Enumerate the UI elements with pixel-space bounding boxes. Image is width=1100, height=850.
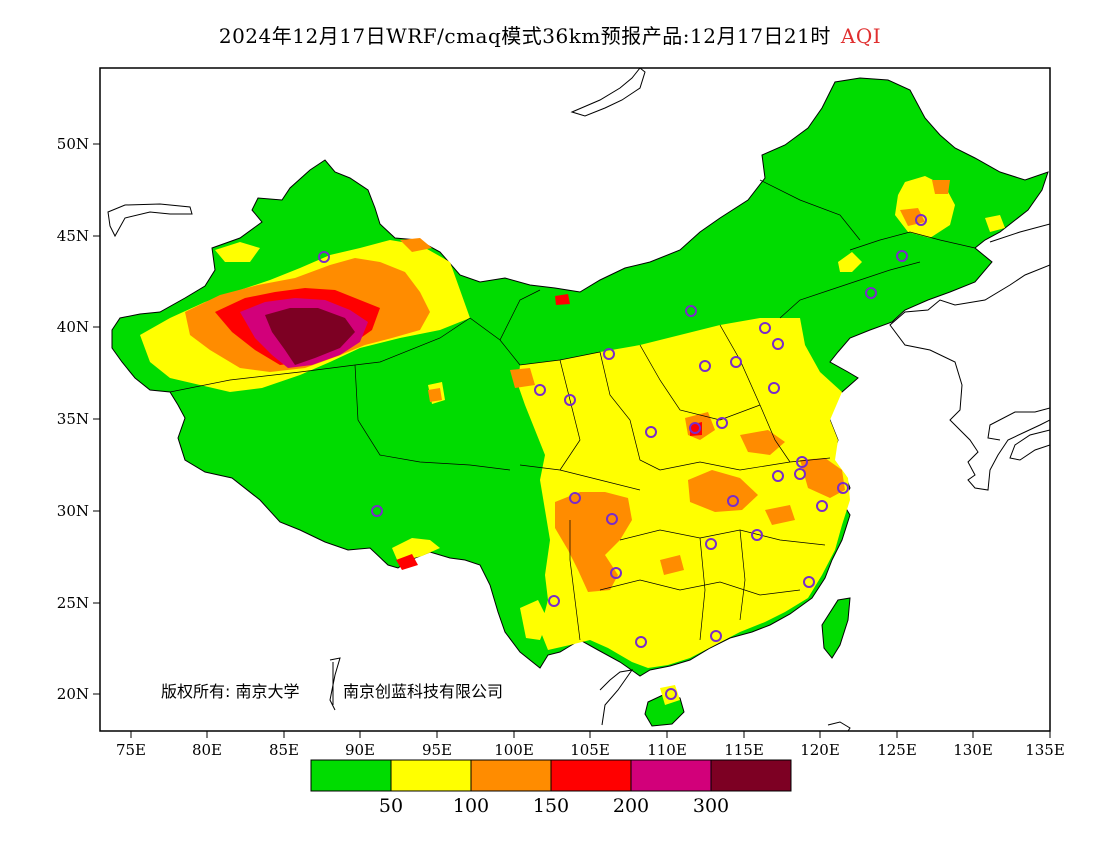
station-marker [837, 482, 849, 494]
lon-tick-label: 125E [877, 741, 917, 759]
lat-tick-label: 30N [57, 502, 89, 520]
station-marker [645, 426, 657, 438]
station-marker [635, 636, 647, 648]
lon-tick-label: 90E [345, 741, 375, 759]
station-marker [685, 305, 697, 317]
lat-tick-label: 25N [57, 594, 89, 612]
station-marker [751, 529, 763, 541]
legend-swatch-moderate [390, 759, 472, 792]
station-marker [603, 348, 615, 360]
lat-tick-label: 35N [57, 410, 89, 428]
legend-label: 300 [693, 795, 729, 817]
legend-label: 50 [379, 795, 403, 817]
map-title: 2024年12月17日WRF/cmaq模式36km预报产品:12月17日21时 A… [0, 20, 1100, 49]
station-marker [699, 360, 711, 372]
lon-tick-label: 110E [647, 741, 687, 759]
lon-tick-label: 75E [116, 741, 146, 759]
lon-tick-label: 120E [800, 741, 840, 759]
station-marker [534, 384, 546, 396]
station-markers [318, 214, 927, 700]
map-frame [99, 67, 1051, 732]
title-main: 2024年12月17日WRF/cmaq模式36km预报产品:12月17日21时 [218, 24, 831, 48]
aqi-severe-pollution-region [265, 308, 355, 365]
lon-tick-label: 85E [269, 741, 299, 759]
station-marker [689, 422, 701, 434]
legend-label: 200 [613, 795, 649, 817]
station-marker [665, 688, 677, 700]
station-marker [803, 576, 815, 588]
station-marker [796, 456, 808, 468]
legend-swatch-medium [550, 759, 632, 792]
station-marker [610, 567, 622, 579]
province-boundaries [169, 179, 976, 641]
taiwan-island [821, 597, 851, 659]
lon-tick-label: 135E [1025, 741, 1065, 759]
station-marker [716, 417, 728, 429]
latitude-labels: 20N 25N 30N 35N 40N 45N 50N [57, 135, 89, 703]
station-marker [705, 538, 717, 550]
title-metric-aqi: AQI [840, 24, 882, 48]
lat-tick-label: 50N [57, 135, 89, 153]
station-marker [564, 394, 576, 406]
station-marker [371, 505, 383, 517]
station-marker [915, 214, 927, 226]
station-marker [865, 287, 877, 299]
copyright-company: 南京创蓝科技有限公司 [343, 682, 503, 701]
latitude-axis [93, 143, 100, 695]
neighbor-coastlines [107, 68, 1050, 731]
legend-label: 150 [533, 795, 569, 817]
lon-tick-label: 130E [953, 741, 993, 759]
lat-tick-label: 45N [57, 227, 89, 245]
station-marker [772, 470, 784, 482]
station-marker [772, 338, 784, 350]
station-marker [896, 250, 908, 262]
lat-tick-label: 20N [57, 685, 89, 703]
legend-swatch-heavy [630, 759, 712, 792]
map-plot-area [100, 68, 1050, 731]
aqi-legend: 50 100 150 200 300 [310, 759, 792, 817]
copyright-prefix: 版权所有: 南京大学 [161, 682, 299, 701]
station-marker [759, 322, 771, 334]
legend-swatch-good [310, 759, 392, 792]
aqi-light-pollution-regions [185, 180, 950, 592]
station-marker [768, 382, 780, 394]
station-marker [730, 356, 742, 368]
station-marker [569, 492, 581, 504]
station-marker [727, 495, 739, 507]
lat-tick-label: 40N [57, 318, 89, 336]
station-marker [606, 513, 618, 525]
lon-tick-label: 105E [570, 741, 610, 759]
longitude-axis [130, 731, 1051, 738]
station-marker [548, 595, 560, 607]
station-marker [710, 630, 722, 642]
legend-swatch-light [470, 759, 552, 792]
legend-label: 100 [453, 795, 489, 817]
station-marker [816, 500, 828, 512]
longitude-labels: 75E 80E 85E 90E 95E 100E 105E 110E 115E … [116, 741, 1065, 759]
station-marker [794, 468, 806, 480]
legend-swatch-severe [710, 759, 792, 792]
lon-tick-label: 95E [422, 741, 452, 759]
lon-tick-label: 115E [724, 741, 764, 759]
lon-tick-label: 100E [494, 741, 534, 759]
station-marker [318, 251, 330, 263]
lon-tick-label: 80E [192, 741, 222, 759]
